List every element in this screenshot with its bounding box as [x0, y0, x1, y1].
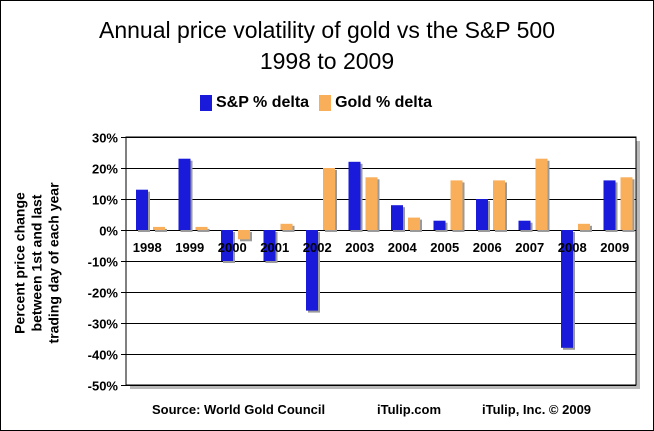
- x-tick-label-2004: 2004: [388, 240, 418, 255]
- bar-sp-2001: [263, 230, 276, 261]
- y-tick-label: 0%: [99, 224, 118, 239]
- x-tick-label-1998: 1998: [133, 240, 162, 255]
- legend-swatch-gold: [319, 95, 332, 111]
- x-tick-label-2009: 2009: [600, 240, 629, 255]
- bar-sp-2006: [476, 199, 488, 230]
- legend-label-gold: Gold % delta: [335, 94, 432, 111]
- x-tick-label-1999: 1999: [175, 240, 204, 255]
- bar-sp-2007: [518, 220, 531, 230]
- y-tick-label: 30%: [92, 131, 118, 146]
- x-tick-label-2003: 2003: [345, 240, 374, 255]
- y-tick-label: 20%: [92, 162, 118, 177]
- bar-gold-1999: [195, 226, 208, 230]
- x-tick-label-2006: 2006: [473, 240, 502, 255]
- bar-sp-1999: [178, 158, 191, 230]
- chart-subtitle: 1998 to 2009: [259, 48, 395, 74]
- footer-copyright: iTulip, Inc. © 2009: [482, 402, 592, 417]
- y-tick-label: -20%: [88, 286, 119, 301]
- legend-label-sp: S&P % delta: [216, 94, 310, 111]
- bar-sp-1998: [136, 189, 148, 230]
- bar-gold-2009: [620, 177, 633, 230]
- x-tick-label-2005: 2005: [430, 240, 459, 255]
- y-tick-label: -40%: [88, 348, 119, 363]
- y-tick-label: -30%: [88, 317, 119, 332]
- footer-source: Source: World Gold Council: [152, 402, 326, 417]
- x-tick-label-2008: 2008: [558, 240, 587, 255]
- bar-sp-2009: [603, 180, 616, 230]
- y-tick-label: -10%: [88, 255, 119, 270]
- y-tick-label: -50%: [88, 379, 119, 394]
- bar-gold-2003: [365, 177, 378, 230]
- x-tick-label-2007: 2007: [515, 240, 544, 255]
- bar-sp-2003: [348, 161, 361, 230]
- legend-item-gold: Gold % delta: [319, 94, 432, 112]
- footer-site: iTulip.com: [377, 402, 442, 417]
- bar-shadow: [197, 228, 210, 232]
- legend-swatch-sp: [200, 95, 212, 111]
- bar-gold-2008: [578, 223, 590, 230]
- chart-title: Annual price volatility of gold vs the S…: [98, 17, 555, 43]
- bar-gold-2007: [535, 158, 548, 230]
- bar-gold-2000: [238, 230, 250, 240]
- y-tick-label: 10%: [92, 193, 118, 208]
- legend-item-sp: S&P % delta: [200, 94, 309, 112]
- bar-shadow: [155, 228, 167, 232]
- legend: S&P % delta Gold % delta: [200, 92, 442, 114]
- bar-gold-1998: [153, 226, 165, 230]
- x-tick-label-2000: 2000: [218, 240, 247, 255]
- bar-sp-2008: [561, 230, 573, 348]
- bar-gold-2006: [493, 180, 505, 230]
- bar-sp-2002: [306, 230, 318, 311]
- x-tick-label-2001: 2001: [260, 240, 289, 255]
- bar-gold-2001: [280, 223, 293, 230]
- bar-gold-2005: [450, 180, 463, 230]
- bar-sp-2000: [221, 230, 233, 261]
- bar-gold-2004: [408, 217, 420, 230]
- bar-gold-2002: [323, 168, 335, 230]
- x-tick-label-2002: 2002: [303, 240, 332, 255]
- bar-sp-2004: [391, 205, 403, 230]
- bar-sp-2005: [433, 220, 446, 230]
